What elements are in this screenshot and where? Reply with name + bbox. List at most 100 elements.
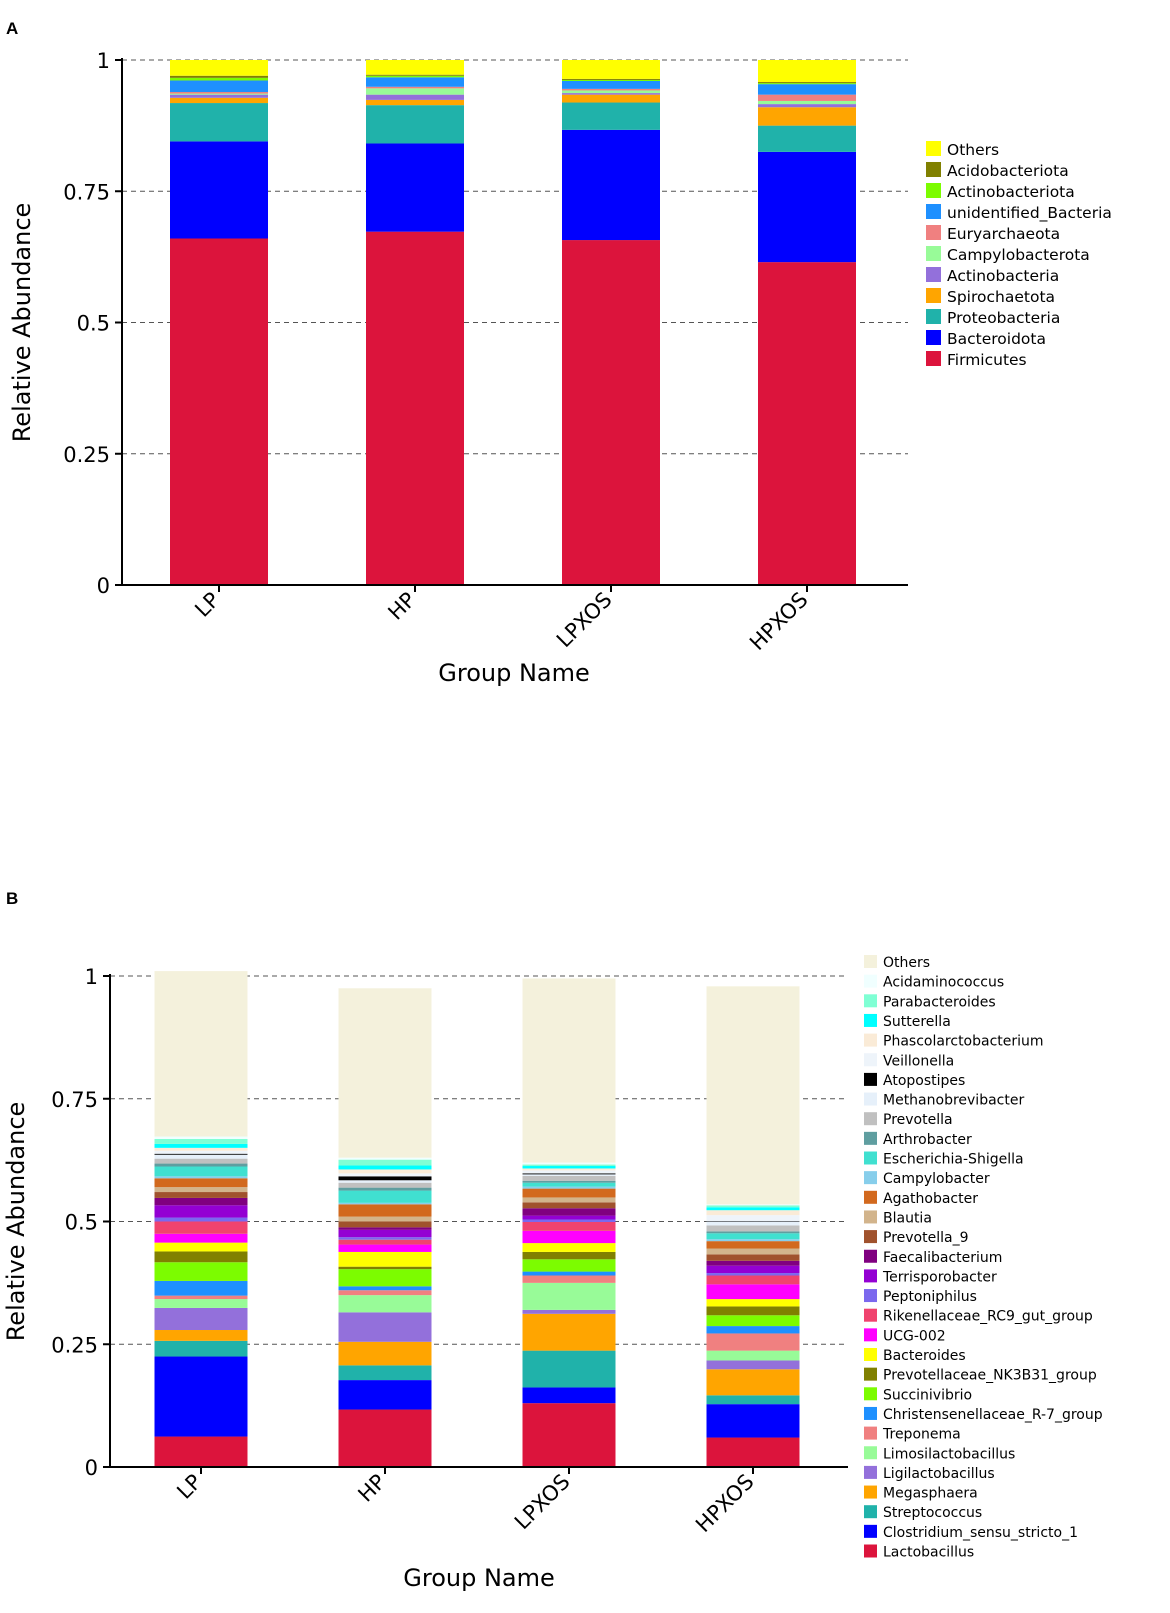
a-legend-label: Actinobacteriota	[947, 183, 1075, 201]
a-x-tick-label: LPXOS	[552, 588, 617, 653]
a-bar-lp-firmicutes	[170, 238, 268, 585]
b-bar-hpxos-treponema	[706, 1333, 800, 1351]
b-legend-swatch-prevotellaceae-nk3b31-group	[864, 1367, 877, 1381]
a-legend-label: Firmicutes	[947, 351, 1027, 369]
b-legend-label: Parabacteroides	[883, 994, 996, 1010]
b-legend-swatch-sutterella	[864, 1013, 877, 1027]
b-bar-hpxos-prevotellaceae-nk3b31-group	[706, 1306, 800, 1316]
b-bar-hpxos-methanobrevibacter	[706, 1221, 800, 1226]
b-bar-lp-others	[154, 971, 248, 1137]
b-bar-hpxos-blautia	[706, 1248, 800, 1255]
b-bar-lpxos-prevotella-9	[522, 1202, 616, 1209]
b-legend-swatch-blautia	[864, 1210, 877, 1224]
b-bar-lp-megasphaera	[154, 1330, 248, 1341]
b-bar-lp-clostridium-sensu-stricto-1	[154, 1356, 248, 1437]
b-legend-swatch-clostridium-sensu-stricto-1	[864, 1524, 877, 1538]
a-legend-swatch-acidobacteriota	[926, 162, 941, 177]
a-bar-lpxos-actinobacteriota	[562, 79, 660, 81]
b-bar-lp-ligilactobacillus	[154, 1307, 248, 1331]
b-bar-hpxos-arthrobacter	[706, 1231, 800, 1234]
b-legend-label: Prevotella	[883, 1112, 953, 1128]
b-bar-hpxos-rikenellaceae-rc9-gut-group	[706, 1275, 800, 1285]
a-bar-hpxos-proteobacteria	[758, 125, 856, 152]
b-bar-hpxos-prevotella-9	[706, 1254, 800, 1261]
b-legend-label: Others	[883, 955, 930, 971]
a-bar-lpxos-actinobacteria	[562, 93, 660, 95]
b-legend-label: Veillonella	[883, 1053, 954, 1069]
b-bar-hp-ligilactobacillus	[338, 1312, 432, 1342]
b-bar-lpxos-rikenellaceae-rc9-gut-group	[522, 1221, 616, 1231]
b-legend-label: Terrisporobacter	[882, 1269, 997, 1285]
b-legend-swatch-peptoniphilus	[864, 1289, 877, 1303]
b-legend-label: Rikenellaceae_RC9_gut_group	[883, 1309, 1093, 1325]
b-legend-swatch-terrisporobacter	[864, 1269, 877, 1283]
a-legend-swatch-others	[926, 141, 941, 156]
a-bar-lpxos-euryarchaeota	[562, 88, 660, 91]
b-bar-hpxos-terrisporobacter	[706, 1265, 800, 1274]
b-bar-hpxos-bacteroides	[706, 1299, 800, 1307]
b-legend-label: Acidaminococcus	[883, 975, 1004, 991]
b-legend-swatch-agathobacter	[864, 1190, 877, 1204]
b-bar-hp-rikenellaceae-rc9-gut-group	[338, 1239, 432, 1245]
b-legend-swatch-bacteroides	[864, 1348, 877, 1361]
b-bar-lpxos-methanobrevibacter	[522, 1174, 616, 1176]
b-bar-lp-limosilactobacillus	[154, 1299, 248, 1308]
b-bar-lpxos-phascolarctobacterium	[522, 1168, 616, 1171]
b-bar-hpxos-others	[706, 986, 800, 1205]
b-legend-label: Christensenellaceae_R-7_group	[883, 1407, 1103, 1423]
b-bar-lpxos-streptococcus	[522, 1350, 616, 1388]
b-x-tick-label: LP	[172, 1470, 206, 1504]
b-bar-hp-acidaminococcus	[338, 1157, 432, 1160]
b-legend-swatch-acidaminococcus	[864, 974, 877, 988]
a-y-tick-label: 0.5	[77, 312, 110, 336]
b-bar-hp-agathobacter	[338, 1204, 432, 1217]
panel-label-b: B	[6, 889, 18, 908]
a-bar-lpxos-spirochaetota	[562, 94, 660, 103]
b-bar-hp-prevotella-9	[338, 1221, 432, 1228]
a-y-tick-label: 0	[97, 574, 110, 598]
b-bar-hpxos-campylobacter	[706, 1239, 800, 1242]
b-y-tick-label: 0.75	[51, 1088, 98, 1112]
a-bar-lp-euryarchaeota	[170, 92, 268, 94]
a-legend-swatch-unidentified-bacteria	[926, 204, 941, 219]
b-bar-hp-prevotellaceae-nk3b31-group	[338, 1266, 432, 1270]
a-bar-hpxos-others	[758, 60, 856, 83]
b-bar-lpxos-agathobacter	[522, 1188, 616, 1198]
a-x-tick-label: LP	[190, 588, 224, 622]
b-bar-hp-blautia	[338, 1216, 432, 1222]
a-bar-lp-others	[170, 60, 268, 76]
a-bar-lpxos-unidentified-bacteria	[562, 81, 660, 89]
a-legend-swatch-actinobacteria	[926, 267, 941, 282]
b-bar-hp-terrisporobacter	[338, 1229, 432, 1238]
b-bar-hp-campylobacter	[338, 1202, 432, 1205]
a-bar-lp-actinobacteriota	[170, 77, 268, 81]
b-bar-lpxos-escherichia-shigella	[522, 1182, 616, 1187]
a-bar-lp-spirochaetota	[170, 97, 268, 104]
b-bar-lpxos-campylobacter	[522, 1186, 616, 1189]
a-legend-swatch-spirochaetota	[926, 288, 941, 303]
b-legend-swatch-arthrobacter	[864, 1131, 877, 1145]
b-legend-swatch-streptococcus	[864, 1505, 877, 1519]
b-bar-hp-treponema	[338, 1290, 432, 1296]
b-legend-swatch-campylobacter	[864, 1171, 877, 1185]
b-bar-lpxos-limosilactobacillus	[522, 1282, 616, 1310]
a-bar-hp-proteobacteria	[366, 105, 464, 144]
b-bar-lp-bacteroides	[154, 1242, 248, 1252]
a-bar-lp-bacteroidota	[170, 141, 268, 239]
b-legend-swatch-escherichia-shigella	[864, 1151, 877, 1165]
b-bar-hp-succinivibrio	[338, 1269, 432, 1287]
b-bar-lpxos-blautia	[522, 1197, 616, 1203]
b-legend-label: Peptoniphilus	[883, 1289, 977, 1305]
b-bar-lp-lactobacillus	[154, 1436, 248, 1467]
a-x-tick-label: HPXOS	[745, 588, 812, 655]
b-legend-label: Treponema	[882, 1427, 961, 1443]
b-bar-lpxos-terrisporobacter	[522, 1215, 616, 1220]
b-bar-hp-faecalibacterium	[338, 1227, 432, 1230]
a-bar-hp-unidentified-bacteria	[366, 77, 464, 87]
b-bar-hpxos-phascolarctobacterium	[706, 1210, 800, 1216]
b-bar-hp-bacteroides	[338, 1251, 432, 1267]
a-legend-label: Proteobacteria	[947, 309, 1060, 327]
a-y-tick-label: 0.25	[63, 443, 110, 467]
b-bar-hpxos-lactobacillus	[706, 1437, 800, 1467]
